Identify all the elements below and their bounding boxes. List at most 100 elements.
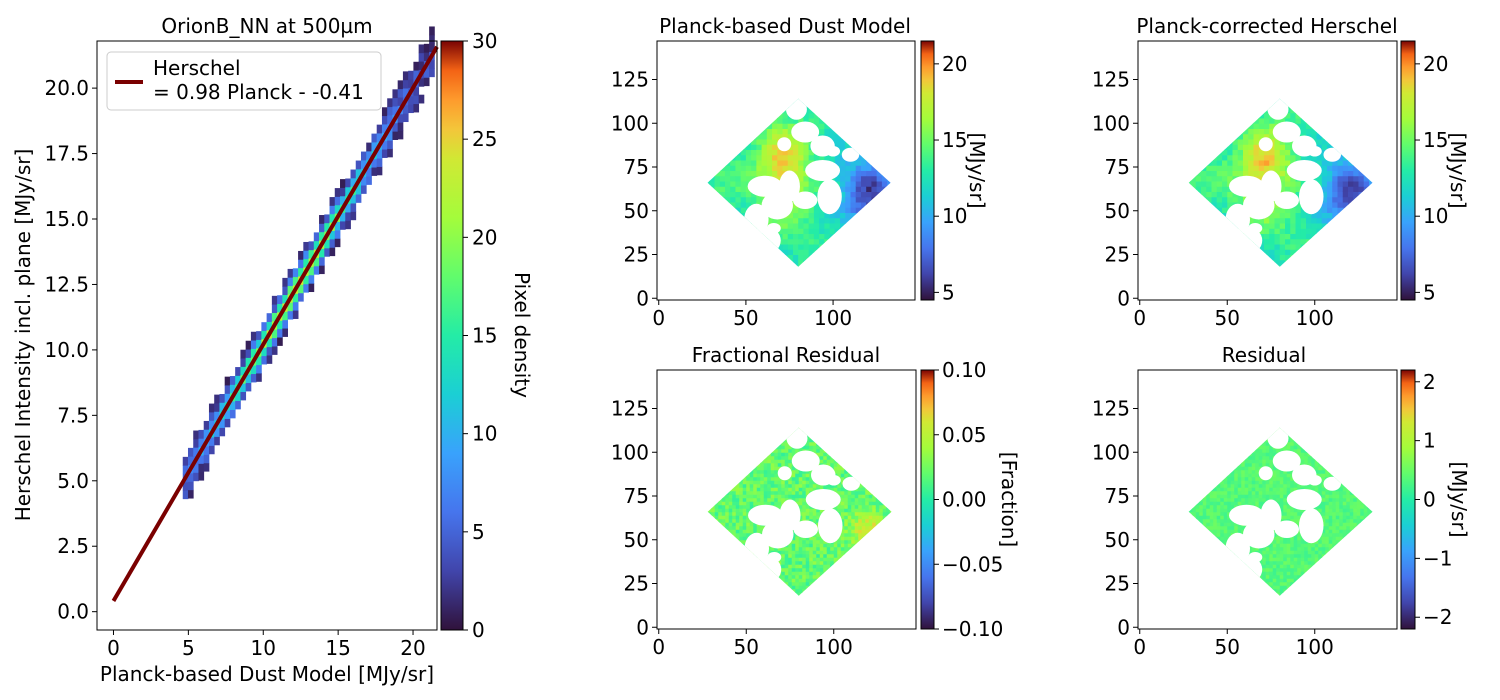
map-cell xyxy=(735,149,742,156)
map-cell xyxy=(1190,170,1197,177)
map-cell xyxy=(882,92,888,98)
map-cell xyxy=(739,567,744,572)
map-cell xyxy=(881,160,888,166)
map-cell xyxy=(711,434,716,439)
map-cell xyxy=(1211,128,1218,135)
map-cell xyxy=(709,118,716,124)
map-cell xyxy=(711,571,716,576)
map-cell xyxy=(1188,133,1191,140)
map-cell xyxy=(746,462,751,467)
map-cell xyxy=(887,217,891,224)
map-cell xyxy=(1274,212,1281,219)
density-cell xyxy=(303,258,309,268)
map-cell xyxy=(735,160,742,166)
map-cell xyxy=(719,223,726,229)
map-cell xyxy=(760,421,764,425)
map-cell xyxy=(833,466,838,471)
map-cell xyxy=(753,567,758,572)
map-cell xyxy=(742,529,747,534)
map-cell xyxy=(746,567,751,572)
map-cell xyxy=(774,592,779,596)
map-cell xyxy=(763,452,768,457)
map-cell xyxy=(840,165,846,171)
map-cell xyxy=(837,546,842,551)
map-cell xyxy=(850,107,857,114)
map-cell xyxy=(1358,102,1365,108)
map-cell xyxy=(714,564,719,569)
density-cell xyxy=(256,331,262,340)
map-cell xyxy=(1201,207,1207,213)
map-cell xyxy=(1201,123,1207,129)
map-cell xyxy=(721,550,726,555)
map-cell xyxy=(1348,223,1354,229)
map-cell xyxy=(707,466,712,471)
map-cell xyxy=(724,123,731,129)
density-cell xyxy=(298,267,304,277)
map-cell xyxy=(1342,123,1349,129)
map-cell xyxy=(742,560,747,565)
map-cell xyxy=(707,553,709,558)
map-cell xyxy=(784,585,789,590)
map-cell xyxy=(707,574,709,579)
map-cell xyxy=(793,92,799,98)
map-cell xyxy=(805,434,810,439)
map-cell xyxy=(707,265,710,267)
map-cell xyxy=(1306,223,1312,229)
map-cell xyxy=(714,98,721,103)
map-cell xyxy=(840,212,846,219)
density-cell xyxy=(392,89,399,99)
map-cell xyxy=(850,165,857,171)
map-cell xyxy=(792,265,799,267)
map-cell xyxy=(709,149,716,156)
map-cell xyxy=(784,459,789,464)
map-cell xyxy=(850,139,857,145)
map-cell xyxy=(735,244,742,250)
map-cell xyxy=(826,578,831,583)
map-cell xyxy=(877,92,883,98)
map-cell xyxy=(795,592,800,596)
map-cell xyxy=(714,112,721,119)
map-cell xyxy=(1258,249,1265,255)
map-cell xyxy=(721,431,726,436)
map-cell xyxy=(808,233,815,240)
map-cell xyxy=(830,581,835,586)
map-cell xyxy=(756,427,761,432)
map-cell xyxy=(707,469,712,474)
map-cell xyxy=(714,518,719,523)
map-cell xyxy=(876,133,883,140)
map-cell xyxy=(1363,233,1370,240)
map-cell xyxy=(840,508,845,513)
map-cell xyxy=(707,578,709,583)
map-cell xyxy=(707,462,709,467)
map-cell xyxy=(881,244,888,250)
map-cell xyxy=(1337,265,1344,267)
map-cell xyxy=(718,480,723,485)
map-cell xyxy=(781,427,786,432)
map-cell xyxy=(1258,233,1265,240)
map-cell xyxy=(777,431,782,436)
map-cell xyxy=(721,494,726,499)
map-cell xyxy=(732,518,737,523)
map-cell xyxy=(1190,160,1197,166)
map-cell xyxy=(724,186,731,192)
map-cell xyxy=(802,560,807,565)
map-cell xyxy=(866,160,872,166)
map-cell xyxy=(781,574,786,579)
colorbar-tick-label: 10 xyxy=(472,422,497,446)
map-cell xyxy=(833,427,838,432)
map-cell xyxy=(792,212,799,219)
map-cell xyxy=(1279,165,1286,171)
map-cell xyxy=(803,160,810,166)
map-cell xyxy=(850,123,857,129)
map-cell xyxy=(714,546,719,551)
map-cell xyxy=(808,107,815,114)
map-cell xyxy=(1337,191,1344,198)
map-cell xyxy=(1327,207,1333,213)
map-cell xyxy=(795,564,800,569)
map-cell xyxy=(756,490,761,495)
map-cell xyxy=(850,249,857,255)
density-cell xyxy=(214,394,220,404)
map-cell xyxy=(798,518,803,523)
map-cell xyxy=(1369,228,1373,234)
map-cell xyxy=(746,571,751,576)
